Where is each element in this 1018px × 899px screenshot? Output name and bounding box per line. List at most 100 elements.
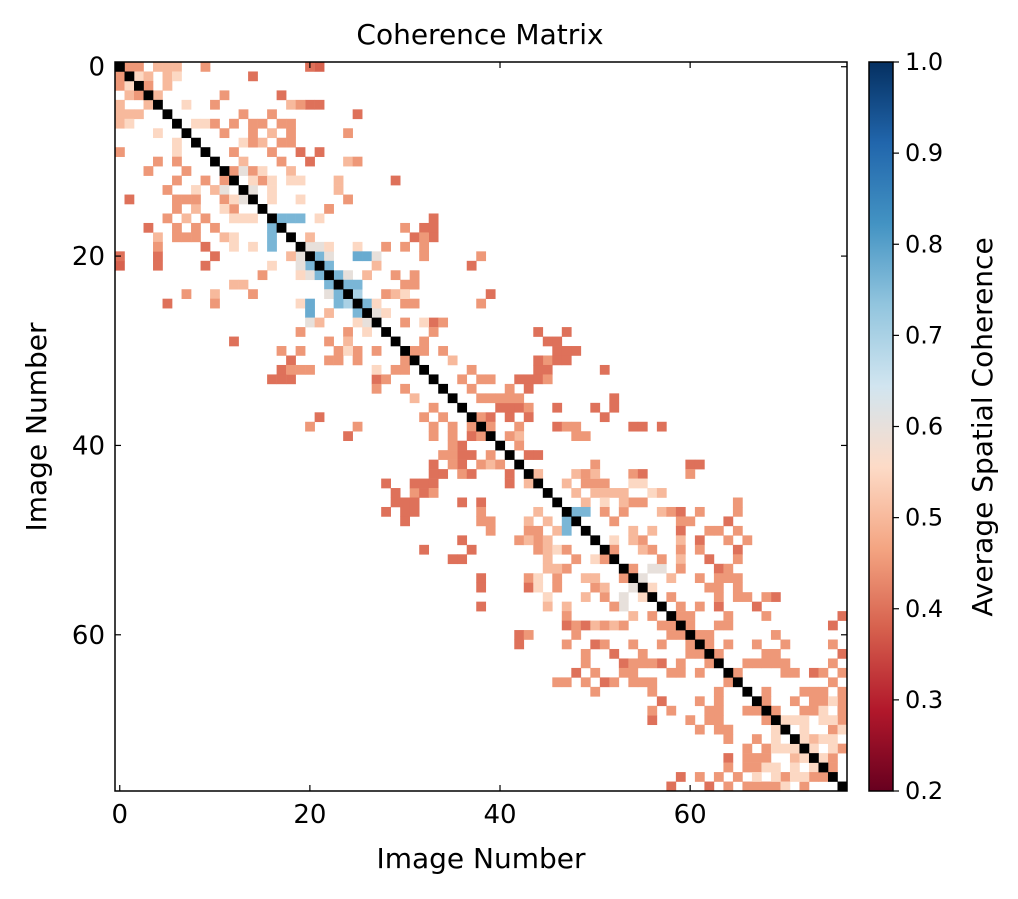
diagonal-cell: [162, 109, 173, 120]
heatmap-cell: [818, 734, 829, 744]
heatmap-cell: [751, 734, 762, 744]
heatmap-cell: [305, 99, 315, 110]
heatmap-cell: [134, 90, 144, 101]
heatmap-cell: [561, 327, 572, 337]
heatmap-cell: [818, 753, 829, 763]
heatmap-cell: [732, 525, 743, 536]
heatmap-cell: [362, 298, 372, 309]
heatmap-cell: [172, 62, 182, 72]
heatmap-cell: [267, 147, 277, 157]
heatmap-cell: [713, 592, 724, 602]
heatmap-cell: [371, 374, 382, 385]
colorbar-tick-label: 0.6: [905, 413, 943, 441]
heatmap-cell: [324, 241, 334, 252]
heatmap-cell: [808, 705, 819, 716]
heatmap-cell: [466, 383, 477, 394]
heatmap-cell: [134, 71, 144, 82]
heatmap-cell: [837, 667, 848, 678]
heatmap-cell: [485, 516, 496, 527]
heatmap-cell: [457, 497, 468, 508]
heatmap-cell: [561, 601, 572, 612]
diagonal-cell: [504, 450, 515, 460]
diagonal-cell: [447, 393, 458, 404]
heatmap-cell: [580, 469, 591, 479]
heatmap-cell: [761, 715, 772, 726]
heatmap-cell: [837, 686, 848, 697]
heatmap-cell: [276, 137, 287, 148]
heatmap-cell: [590, 402, 601, 413]
heatmap-cell: [295, 251, 306, 262]
diagonal-cell: [533, 478, 544, 489]
heatmap-cell: [580, 592, 591, 602]
heatmap-cell: [694, 696, 705, 707]
heatmap-cell: [618, 488, 629, 498]
heatmap-cell: [732, 506, 743, 517]
heatmap-cell: [115, 99, 125, 110]
heatmap-cell: [409, 393, 420, 404]
heatmap-cell: [599, 582, 610, 593]
heatmap-cell: [314, 147, 325, 157]
diagonal-cell: [656, 601, 667, 612]
heatmap-cell: [808, 762, 819, 773]
heatmap-cell: [276, 156, 287, 167]
heatmap-cell: [675, 525, 686, 536]
heatmap-cell: [267, 374, 277, 385]
heatmap-cell: [808, 734, 819, 744]
heatmap-cell: [675, 772, 686, 782]
heatmap-cell: [276, 374, 287, 385]
heatmap-cell: [115, 260, 125, 271]
heatmap-cell: [523, 412, 534, 423]
heatmap-cell: [324, 308, 334, 318]
diagonal-cell: [618, 563, 629, 574]
heatmap-cell: [343, 298, 353, 309]
heatmap-cell: [229, 194, 239, 205]
heatmap-cell: [799, 772, 810, 782]
heatmap-cell: [704, 525, 715, 536]
heatmap-cell: [381, 289, 391, 299]
heatmap-cell: [713, 724, 724, 735]
heatmap-cell: [248, 166, 258, 176]
heatmap-cell: [628, 639, 639, 650]
heatmap-cell: [305, 364, 315, 375]
heatmap-cell: [495, 459, 506, 470]
heatmap-cell: [419, 317, 430, 328]
heatmap-cell: [124, 109, 135, 120]
diagonal-cell: [514, 459, 525, 470]
heatmap-cell: [713, 525, 724, 536]
heatmap-cell: [685, 459, 696, 470]
heatmap-cell: [267, 241, 277, 252]
heatmap-cell: [504, 393, 515, 404]
heatmap-cell: [628, 677, 639, 688]
heatmap-cell: [780, 772, 791, 782]
heatmap-cell: [694, 724, 705, 735]
heatmap-cell: [115, 80, 125, 91]
heatmap-cell: [295, 346, 306, 356]
heatmap-cell: [324, 279, 334, 290]
heatmap-cell: [295, 194, 306, 205]
heatmap-cell: [628, 535, 639, 546]
heatmap-cell: [713, 582, 724, 593]
heatmap-cell: [390, 175, 401, 186]
heatmap-cell: [248, 241, 258, 252]
heatmap-cell: [324, 204, 334, 214]
heatmap-cell: [400, 298, 411, 309]
heatmap-cell: [124, 118, 135, 129]
heatmap-cell: [305, 298, 315, 309]
heatmap-cell: [742, 535, 753, 546]
heatmap-cell: [409, 346, 420, 356]
heatmap-cell: [447, 421, 458, 432]
heatmap-cell: [476, 506, 487, 517]
heatmap-cell: [314, 213, 325, 224]
heatmap-cell: [723, 620, 734, 631]
heatmap-cell: [533, 355, 544, 366]
heatmap-cell: [637, 497, 648, 508]
heatmap-cell: [533, 469, 544, 479]
heatmap-cell: [295, 99, 306, 110]
heatmap-cell: [371, 260, 382, 271]
heatmap-cell: [343, 156, 353, 167]
heatmap-cell: [352, 241, 363, 252]
heatmap-cell: [466, 450, 477, 460]
heatmap-cell: [286, 99, 296, 110]
heatmap-cell: [428, 402, 439, 413]
heatmap-cell: [267, 175, 277, 186]
